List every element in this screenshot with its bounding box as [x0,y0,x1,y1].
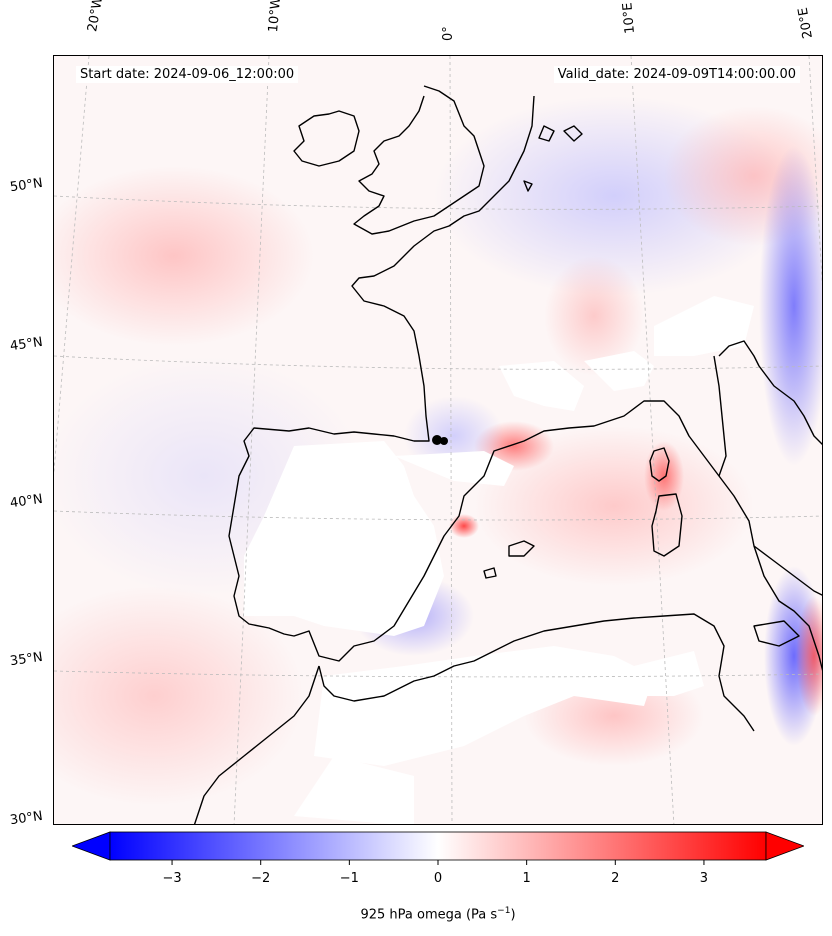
coastlines [193,85,822,824]
lon-label-10w: 10°W [266,0,285,33]
lat-label-35n: 35°N [9,649,44,670]
colorbar-extend-high [765,831,804,861]
colorbar-tick-label: −3 [162,871,182,886]
lon-label-0: 0° [441,26,456,41]
graticule [54,56,822,824]
colorbar-body [109,831,767,861]
colorbar-tick-label: −2 [251,871,271,886]
colorbar-extend-low [72,831,111,861]
colorbar-tick-label: 1 [522,871,531,886]
lat-label-45n: 45°N [9,334,44,355]
start-date-label: Start date: 2024-09-06_12:00:00 [76,66,299,83]
omega-map [54,56,822,824]
colorbar-tick-label: 2 [611,871,620,886]
colorbar-tick-marks [171,860,705,865]
station-markers [432,435,448,445]
colorbar-label-text: 925 hPa omega (Pa s [360,907,498,923]
map-panel: Start date: 2024-09-06_12:00:00 Valid_da… [53,55,823,825]
colorbar-tick-label: 3 [699,871,709,886]
colorbar-label-close: ) [510,907,516,923]
lon-label-10e: 10°E [620,1,638,35]
lat-label-30n: 30°N [9,808,44,829]
lat-label-50n: 50°N [9,175,44,196]
masked-terrain [244,296,754,824]
colorbar-tick-label: 0 [433,871,443,886]
lon-label-20w: 20°W [85,0,107,34]
valid-date-label: Valid_date: 2024-09-09T14:00:00.00 [553,66,800,83]
colorbar-tick-label: −1 [339,871,359,886]
colorbar-label: 925 hPa omega (Pa s−1) [110,906,766,922]
lat-label-40n: 40°N [9,491,44,512]
colorbar [72,831,804,865]
lon-label-20e: 20°E [795,6,816,40]
colorbar-label-exponent: −1 [497,906,511,916]
